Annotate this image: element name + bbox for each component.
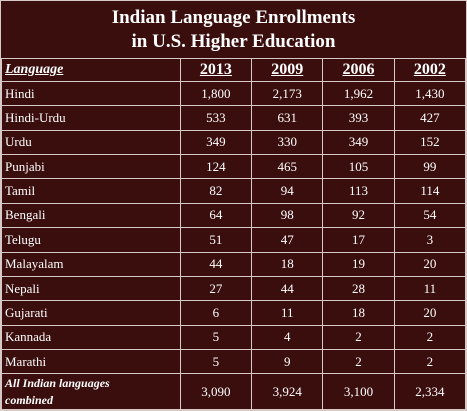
value-cell: 124 xyxy=(179,154,253,180)
value-cell: 393 xyxy=(322,105,395,131)
total-row: All Indian languages combined 3,090 3,92… xyxy=(1,373,467,410)
value-cell: 330 xyxy=(251,129,324,156)
language-cell: Bengali xyxy=(1,202,181,229)
table-title: Indian Language Enrollments in U.S. High… xyxy=(1,6,466,54)
value-cell: 427 xyxy=(393,105,467,131)
header-year: 2006 xyxy=(322,58,395,82)
value-cell: 105 xyxy=(322,154,395,180)
value-cell: 47 xyxy=(251,227,324,253)
value-cell: 18 xyxy=(322,300,395,326)
value-cell: 2 xyxy=(322,348,395,375)
value-cell: 99 xyxy=(393,154,467,180)
value-cell: 2 xyxy=(322,324,395,350)
table-row: Nepali 27 44 28 11 xyxy=(1,275,467,302)
value-cell: 2 xyxy=(393,324,467,350)
table-row: Bengali 64 98 92 54 xyxy=(1,202,467,229)
value-cell: 349 xyxy=(179,129,253,156)
header-year: 2009 xyxy=(251,58,324,82)
value-cell: 28 xyxy=(322,275,395,302)
value-cell: 349 xyxy=(322,129,395,156)
header-language: Language xyxy=(1,58,181,82)
total-label: All Indian languages combined xyxy=(1,373,181,410)
title-line-2: in U.S. Higher Education xyxy=(131,31,336,52)
value-cell: 44 xyxy=(251,275,324,302)
header-row: Language 2013 2009 2006 2002 xyxy=(1,58,467,82)
language-cell: Punjabi xyxy=(1,154,181,180)
total-label-line-1: All Indian languages xyxy=(5,375,110,390)
title-line-1: Indian Language Enrollments xyxy=(111,7,356,28)
value-cell: 51 xyxy=(179,227,253,253)
value-cell: 94 xyxy=(251,178,324,204)
total-value-cell: 3,090 xyxy=(179,373,253,410)
total-value-cell: 2,334 xyxy=(393,373,467,410)
language-cell: Urdu xyxy=(1,129,181,156)
value-cell: 1,800 xyxy=(179,80,253,107)
table-row: Telugu 51 47 17 3 xyxy=(1,227,467,253)
total-label-line-2: combined xyxy=(5,392,53,407)
value-cell: 9 xyxy=(251,348,324,375)
value-cell: 3 xyxy=(393,227,467,253)
value-cell: 113 xyxy=(322,178,395,204)
table-row: Gujarati 6 11 18 20 xyxy=(1,300,467,326)
value-cell: 18 xyxy=(251,251,324,277)
value-cell: 631 xyxy=(251,105,324,131)
value-cell: 465 xyxy=(251,154,324,180)
language-cell: Marathi xyxy=(1,348,181,375)
value-cell: 2,173 xyxy=(251,80,324,107)
header-year: 2013 xyxy=(179,58,253,82)
value-cell: 27 xyxy=(179,275,253,302)
value-cell: 20 xyxy=(393,251,467,277)
value-cell: 533 xyxy=(179,105,253,131)
language-cell: Nepali xyxy=(1,275,181,302)
language-cell: Malayalam xyxy=(1,251,181,277)
value-cell: 11 xyxy=(393,275,467,302)
table-row: Punjabi 124 465 105 99 xyxy=(1,154,467,180)
value-cell: 17 xyxy=(322,227,395,253)
value-cell: 44 xyxy=(179,251,253,277)
value-cell: 20 xyxy=(393,300,467,326)
value-cell: 54 xyxy=(393,202,467,229)
language-cell: Hindi xyxy=(1,80,181,107)
value-cell: 5 xyxy=(179,324,253,350)
value-cell: 1,430 xyxy=(393,80,467,107)
value-cell: 114 xyxy=(393,178,467,204)
value-cell: 5 xyxy=(179,348,253,375)
value-cell: 6 xyxy=(179,300,253,326)
value-cell: 11 xyxy=(251,300,324,326)
table-row: Tamil 82 94 113 114 xyxy=(1,178,467,204)
language-cell: Kannada xyxy=(1,324,181,350)
value-cell: 152 xyxy=(393,129,467,156)
language-cell: Tamil xyxy=(1,178,181,204)
header-year: 2002 xyxy=(393,58,467,82)
language-cell: Telugu xyxy=(1,227,181,253)
value-cell: 82 xyxy=(179,178,253,204)
table-row: Hindi-Urdu 533 631 393 427 xyxy=(1,105,467,131)
table-row: Hindi 1,800 2,173 1,962 1,430 xyxy=(1,80,467,107)
total-value-cell: 3,100 xyxy=(322,373,395,410)
table-row: Urdu 349 330 349 152 xyxy=(1,129,467,156)
language-cell: Gujarati xyxy=(1,300,181,326)
value-cell: 1,962 xyxy=(322,80,395,107)
value-cell: 92 xyxy=(322,202,395,229)
table-row: Malayalam 44 18 19 20 xyxy=(1,251,467,277)
value-cell: 2 xyxy=(393,348,467,375)
value-cell: 19 xyxy=(322,251,395,277)
table-row: Kannada 5 4 2 2 xyxy=(1,324,467,350)
total-value-cell: 3,924 xyxy=(251,373,324,410)
value-cell: 4 xyxy=(251,324,324,350)
value-cell: 98 xyxy=(251,202,324,229)
language-cell: Hindi-Urdu xyxy=(1,105,181,131)
table-row: Marathi 5 9 2 2 xyxy=(1,348,467,375)
enrollment-table: Language 2013 2009 2006 2002 Hindi 1,800… xyxy=(1,58,467,410)
value-cell: 64 xyxy=(179,202,253,229)
